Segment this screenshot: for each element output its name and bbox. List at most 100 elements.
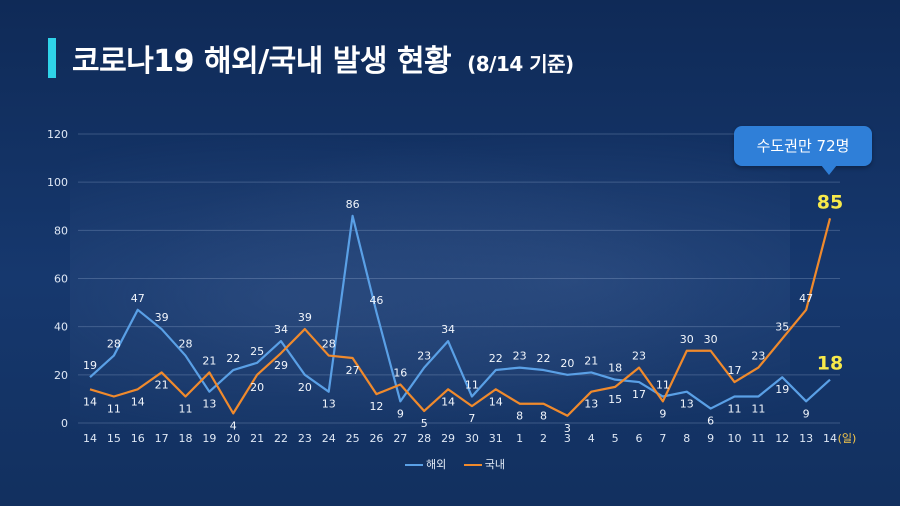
- data-label-domestic: 27: [346, 364, 360, 377]
- data-label-domestic: 8: [516, 410, 523, 423]
- data-label-domestic: 12: [369, 400, 383, 413]
- data-label-overseas: 6: [707, 415, 714, 428]
- y-tick-label: 80: [54, 224, 68, 237]
- data-label-domestic: 14: [489, 395, 503, 408]
- chart-legend: 해외 국내: [405, 456, 519, 472]
- legend-label-domestic: 국내: [484, 458, 505, 471]
- x-tick-label: 8: [683, 432, 690, 445]
- x-tick-label: 15: [107, 432, 121, 445]
- data-label-overseas: 21: [584, 354, 598, 367]
- data-label-overseas: 22: [489, 352, 503, 365]
- data-label-overseas: 13: [202, 398, 216, 411]
- x-tick-label: 14: [83, 432, 97, 445]
- x-tick-label: 25: [346, 432, 360, 445]
- data-label-domestic: 16: [393, 366, 407, 379]
- x-tick-label: 26: [369, 432, 383, 445]
- x-tick-label: 4: [588, 432, 595, 445]
- data-label-overseas: 19: [83, 359, 97, 372]
- title-main: 코로나19 해외/국내 발생 현황: [72, 44, 452, 79]
- data-label-domestic: 8: [540, 410, 547, 423]
- callout-box: 수도권만 72명: [734, 126, 872, 166]
- data-label-overseas: 25: [250, 345, 264, 358]
- x-tick-label: 13: [799, 432, 813, 445]
- data-label-domestic: 14: [441, 395, 455, 408]
- data-label-domestic: 23: [632, 350, 646, 363]
- y-tick-label: 120: [47, 128, 68, 141]
- data-label-overseas: 18: [817, 353, 843, 375]
- data-label-overseas: 46: [369, 294, 383, 307]
- legend-swatch-domestic: [463, 464, 482, 466]
- data-label-domestic: 28: [322, 338, 336, 351]
- x-tick-label: 24: [322, 432, 336, 445]
- x-tick-label: 23: [298, 432, 312, 445]
- x-tick-label: 11: [751, 432, 765, 445]
- data-label-overseas: 9: [803, 407, 810, 420]
- data-label-domestic: 21: [202, 354, 216, 367]
- data-label-overseas: 17: [632, 388, 646, 401]
- data-label-overseas: 11: [465, 379, 479, 392]
- data-label-domestic: 15: [608, 393, 622, 406]
- x-tick-label: 27: [393, 432, 407, 445]
- x-tick-label: 5: [612, 432, 619, 445]
- x-tick-label: 30: [465, 432, 479, 445]
- x-tick-label: 28: [417, 432, 431, 445]
- data-label-domestic: 14: [83, 395, 97, 408]
- page-title: 코로나19 해외/국내 발생 현황 (8/14 기준): [72, 36, 574, 80]
- x-tick-label: 31: [489, 432, 503, 445]
- x-tick-label: 16: [131, 432, 145, 445]
- data-label-overseas: 34: [441, 323, 455, 336]
- x-tick-label: 7: [659, 432, 666, 445]
- data-label-domestic: 7: [468, 412, 475, 425]
- title-accent-bar: [48, 38, 56, 78]
- series-line-overseas: [89, 214, 831, 410]
- data-label-overseas: 11: [656, 379, 670, 392]
- data-label-overseas: 86: [346, 198, 360, 211]
- x-tick-label: 17: [155, 432, 169, 445]
- x-tick-label: 12: [775, 432, 789, 445]
- data-label-overseas: 28: [107, 338, 121, 351]
- x-tick-label: 19: [202, 432, 216, 445]
- data-label-domestic: 13: [584, 398, 598, 411]
- legend-label-overseas: 해외: [426, 458, 447, 471]
- x-tick-label: 3: [564, 432, 571, 445]
- data-label-overseas: 9: [397, 407, 404, 420]
- data-label-domestic: 23: [751, 350, 765, 363]
- x-tick-label: 6: [636, 432, 643, 445]
- x-axis-unit: (일): [838, 431, 857, 445]
- data-label-overseas: 13: [680, 398, 694, 411]
- data-label-domestic: 9: [659, 407, 666, 420]
- x-tick-label: 21: [250, 432, 264, 445]
- data-label-domestic: 85: [817, 191, 843, 213]
- data-label-overseas: 11: [728, 403, 742, 416]
- data-label-domestic: 20: [250, 381, 264, 394]
- data-label-overseas: 20: [560, 357, 574, 370]
- data-label-overseas: 47: [131, 292, 145, 305]
- data-label-domestic: 17: [728, 364, 742, 377]
- y-tick-label: 20: [54, 369, 68, 382]
- x-tick-label: 10: [728, 432, 742, 445]
- data-label-overseas: 18: [608, 362, 622, 375]
- data-label-domestic: 5: [421, 417, 428, 430]
- x-tick-label: 14: [823, 432, 837, 445]
- data-label-domestic: 29: [274, 359, 288, 372]
- x-tick-label: 29: [441, 432, 455, 445]
- data-label-domestic: 14: [131, 395, 145, 408]
- data-label-domestic: 3: [564, 422, 571, 435]
- data-label-domestic: 30: [704, 333, 718, 346]
- x-tick-label: 9: [707, 432, 714, 445]
- data-label-overseas: 28: [178, 338, 192, 351]
- data-label-domestic: 4: [230, 419, 237, 432]
- y-tick-label: 100: [47, 176, 68, 189]
- data-label-domestic: 39: [298, 311, 312, 324]
- legend-swatch-overseas: [405, 464, 423, 466]
- data-label-overseas: 22: [537, 352, 551, 365]
- data-label-overseas: 23: [513, 350, 527, 363]
- data-label-overseas: 22: [226, 352, 240, 365]
- x-tick-label: 20: [226, 432, 240, 445]
- legend-item-domestic: 국내: [463, 458, 505, 471]
- data-label-domestic: 30: [680, 333, 694, 346]
- data-label-overseas: 19: [775, 383, 789, 396]
- data-label-overseas: 39: [155, 311, 169, 324]
- data-label-domestic: 47: [799, 292, 813, 305]
